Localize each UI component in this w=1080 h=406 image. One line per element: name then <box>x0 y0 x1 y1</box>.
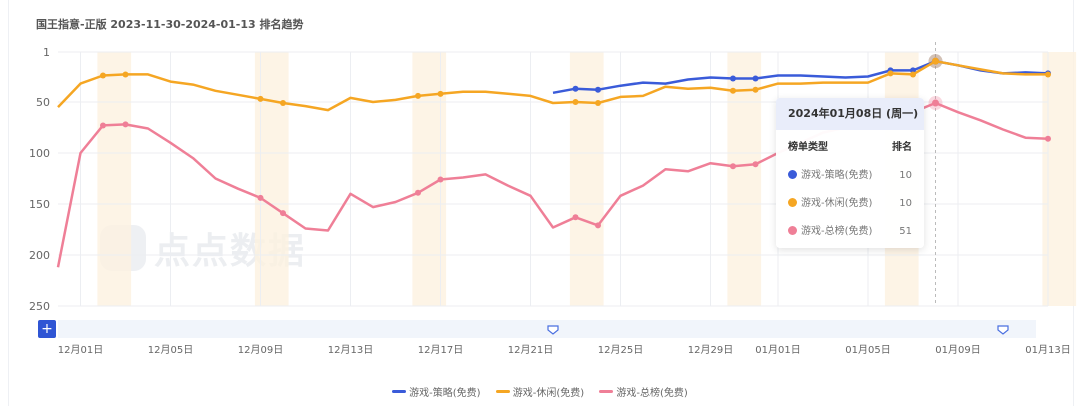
x-tick-label: 12月29日 <box>688 344 733 356</box>
legend-swatch-icon <box>495 390 510 393</box>
data-point <box>752 75 759 82</box>
legend-swatch-icon <box>392 390 407 393</box>
data-point <box>415 92 421 99</box>
data-point <box>887 70 894 77</box>
legend-item-overall[interactable]: 游戏-总榜(免费) <box>599 388 688 399</box>
x-tick-label: 12月25日 <box>598 344 643 356</box>
legend-label: 游戏-休闲(免费) <box>512 388 585 399</box>
slider-handle-icon[interactable] <box>547 325 559 335</box>
tooltip-series-name: 游戏-策略(免费) <box>801 170 873 181</box>
x-tick-label: 01月13日 <box>1025 344 1070 356</box>
y-tick-label: 150 <box>29 198 50 211</box>
data-point <box>752 161 759 168</box>
tooltip-date: 2024年01月08日 (周一) <box>776 98 924 130</box>
data-point <box>572 214 579 221</box>
chart-title: 国王指意-正版 2023-11-30-2024-01-13 排名趋势 <box>36 18 304 31</box>
series-dot-icon <box>788 198 797 207</box>
tooltip-series-value: 10 <box>899 198 912 209</box>
data-point <box>415 189 421 196</box>
data-point <box>437 90 444 97</box>
data-point <box>257 194 264 201</box>
data-point <box>595 86 601 93</box>
x-tick-label: 12月17日 <box>418 344 463 356</box>
data-point <box>1045 135 1051 142</box>
x-tick-label: 12月09日 <box>238 344 283 356</box>
weekend-band <box>1042 52 1077 306</box>
x-tick-label: 01月09日 <box>935 344 980 356</box>
data-point <box>100 122 106 129</box>
data-point <box>730 75 736 82</box>
data-point <box>280 100 286 107</box>
x-tick-label: 01月01日 <box>755 344 800 356</box>
data-point <box>932 57 939 65</box>
weekend-band <box>727 52 762 306</box>
legend: 游戏-策略(免费) 游戏-休闲(免费) 游戏-总榜(免费) <box>0 384 1080 399</box>
series-dot-icon <box>788 226 797 235</box>
data-point <box>595 100 601 107</box>
data-point <box>932 99 939 107</box>
data-point <box>437 176 444 183</box>
x-tick-label: 12月21日 <box>508 344 553 356</box>
x-tick-label: 12月05日 <box>148 344 193 356</box>
data-point <box>280 210 286 217</box>
tooltip-col-rank: 排名 <box>892 142 912 153</box>
weekend-band <box>569 52 604 306</box>
data-point <box>910 71 916 78</box>
tooltip-col-type: 榜单类型 <box>788 142 828 153</box>
tooltip-series-name: 游戏-休闲(免费) <box>801 198 873 209</box>
weekend-band <box>254 52 289 306</box>
data-point <box>572 98 579 105</box>
legend-item-casual[interactable]: 游戏-休闲(免费) <box>495 388 585 399</box>
data-point <box>572 85 579 92</box>
legend-item-strategy[interactable]: 游戏-策略(免费) <box>392 388 481 399</box>
data-point <box>730 163 736 170</box>
weekend-band <box>97 52 132 306</box>
zoom-add-button[interactable]: + <box>38 320 56 338</box>
y-tick-label: 100 <box>29 147 50 160</box>
y-tick-label: 1 <box>43 46 50 59</box>
slider-handle-icon[interactable] <box>997 325 1009 335</box>
x-tick-label: 01月05日 <box>845 344 890 356</box>
tooltip-series-value: 10 <box>899 170 912 181</box>
data-point <box>257 95 264 102</box>
data-point <box>730 87 736 94</box>
tooltip-series-value: 51 <box>899 226 912 237</box>
data-point <box>1045 71 1051 78</box>
y-tick-label: 250 <box>29 300 50 313</box>
data-point <box>122 71 129 78</box>
x-tick-label: 12月01日 <box>58 344 103 356</box>
tooltip: 2024年01月08日 (周一) 榜单类型 排名 游戏-策略(免费) 10 游戏-休… <box>776 98 924 248</box>
data-point <box>122 121 129 128</box>
y-tick-label: 200 <box>29 249 50 262</box>
data-point <box>752 86 759 93</box>
series-line <box>57 59 1048 112</box>
data-point <box>100 72 106 79</box>
series-line <box>552 59 1049 95</box>
series-dot-icon <box>788 170 797 179</box>
legend-label: 游戏-策略(免费) <box>409 388 481 399</box>
legend-label: 游戏-总榜(免费) <box>616 388 688 399</box>
legend-swatch-icon <box>599 390 614 393</box>
tooltip-series-name: 游戏-总榜(免费) <box>801 226 873 237</box>
data-zoom-slider <box>58 320 1036 338</box>
y-tick-label: 50 <box>36 96 50 109</box>
data-point <box>595 222 601 229</box>
x-tick-label: 12月13日 <box>328 344 373 356</box>
